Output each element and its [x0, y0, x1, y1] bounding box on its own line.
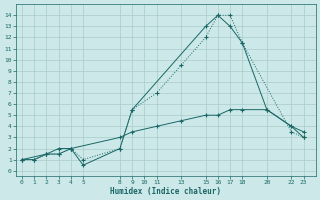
- X-axis label: Humidex (Indice chaleur): Humidex (Indice chaleur): [110, 187, 221, 196]
